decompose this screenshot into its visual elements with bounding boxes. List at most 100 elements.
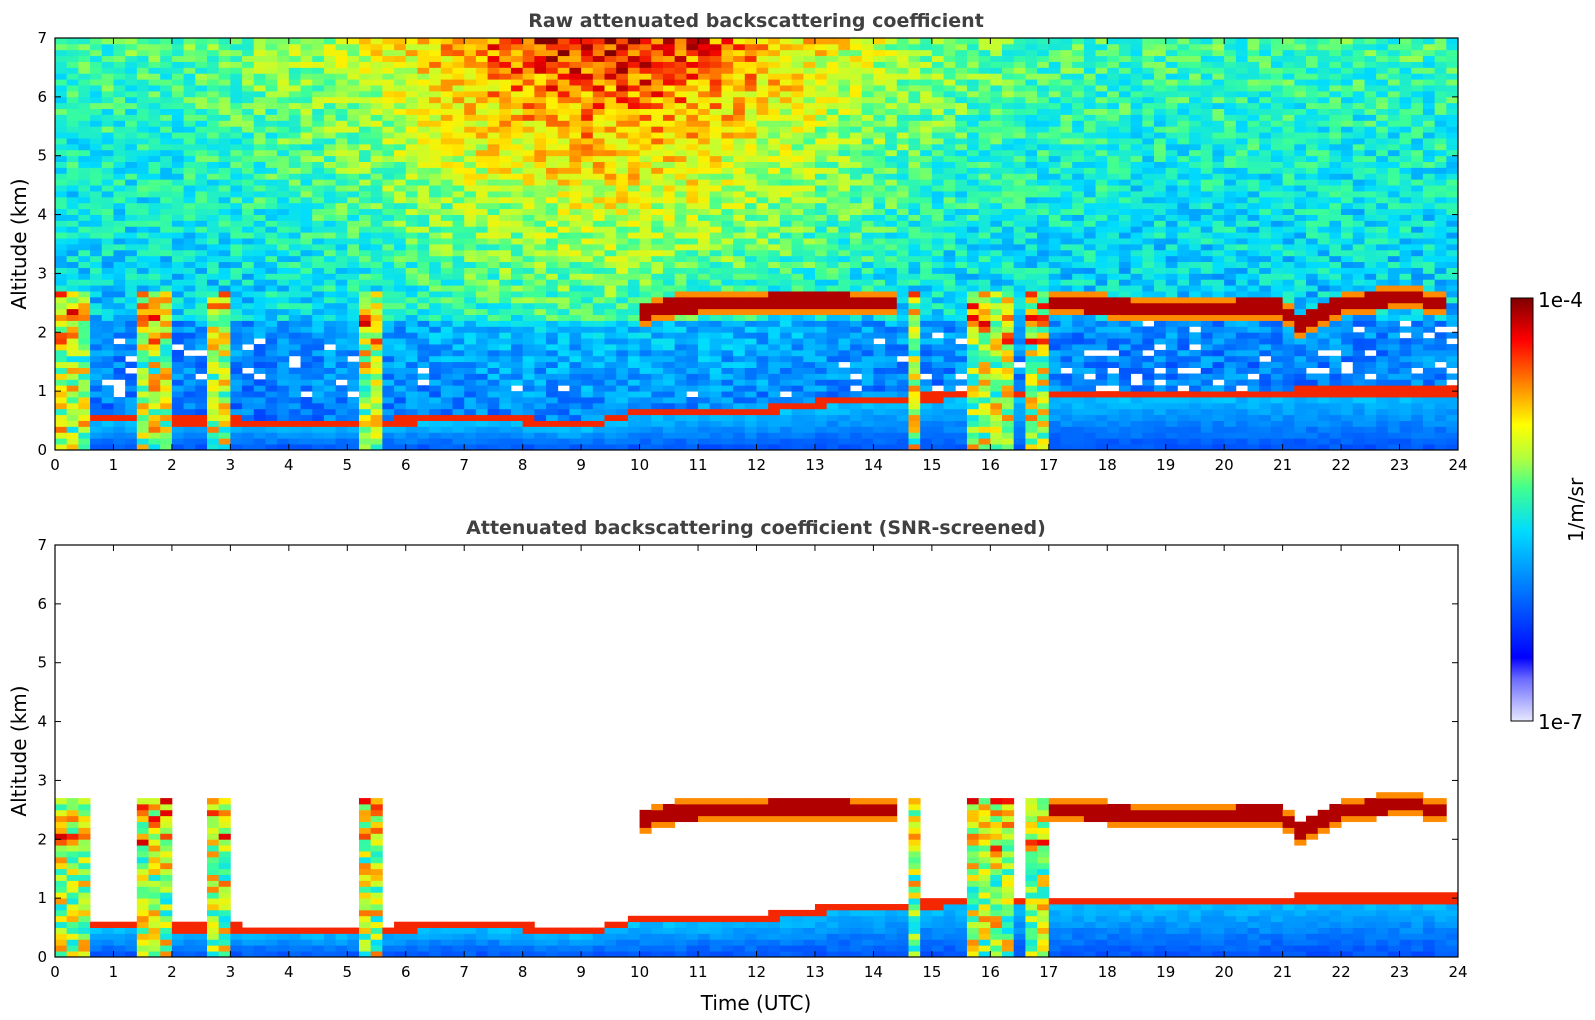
heatmap-cell <box>639 43 652 51</box>
heatmap-cell <box>218 38 231 45</box>
heatmap-cell <box>698 444 711 450</box>
heatmap-cell <box>382 391 395 398</box>
heatmap-cell <box>616 132 629 139</box>
heatmap-cell <box>218 285 231 292</box>
heatmap-cell <box>698 61 711 68</box>
heatmap-cell <box>873 108 886 115</box>
heatmap-cell <box>721 355 734 363</box>
heatmap-cell <box>499 155 512 162</box>
heatmap-cell <box>873 149 886 157</box>
heatmap-cell <box>686 208 699 215</box>
heatmap-cell <box>253 426 266 433</box>
heatmap-cell <box>323 208 336 215</box>
heatmap-cell <box>475 85 488 92</box>
heatmap-cell <box>674 279 687 286</box>
heatmap-cell <box>206 155 220 162</box>
heatmap-cell <box>464 79 477 86</box>
heatmap-cell <box>814 308 828 316</box>
heatmap-cell <box>510 73 524 80</box>
heatmap-cell <box>452 420 465 427</box>
heatmap-cell <box>627 432 640 439</box>
heatmap-cell <box>698 255 711 263</box>
heatmap-cell <box>522 161 535 168</box>
heatmap-cell <box>429 244 442 251</box>
heatmap-cell <box>312 185 325 192</box>
heatmap-cell <box>475 108 488 115</box>
heatmap-cell <box>195 55 208 62</box>
heatmap-cell <box>183 238 196 245</box>
heatmap-cell <box>709 149 722 157</box>
heatmap-cell <box>522 338 535 345</box>
heatmap-cell <box>66 261 79 268</box>
heatmap-cell <box>487 167 500 174</box>
heatmap-cell <box>546 96 559 104</box>
heatmap-cell <box>861 302 874 310</box>
heatmap-cell <box>464 308 477 316</box>
heatmap-cell <box>499 261 512 268</box>
heatmap-cell <box>405 267 418 274</box>
heatmap-cell <box>475 214 488 221</box>
heatmap-cell <box>300 79 313 86</box>
heatmap-cell <box>101 420 114 427</box>
heatmap-cell <box>440 102 453 110</box>
heatmap-cell <box>721 361 734 368</box>
heatmap-cell <box>510 179 524 186</box>
heatmap-cell <box>838 273 851 280</box>
heatmap-cell <box>370 155 383 162</box>
heatmap-cell <box>125 255 138 263</box>
heatmap-cell <box>90 173 103 180</box>
heatmap-cell <box>277 126 290 133</box>
heatmap-cell <box>873 214 886 221</box>
heatmap-cell <box>616 55 629 62</box>
heatmap-cell <box>814 385 828 392</box>
heatmap-cell <box>312 391 325 398</box>
heatmap-cell <box>709 332 722 339</box>
heatmap-cell <box>429 349 442 357</box>
heatmap-cell <box>347 432 360 439</box>
heatmap-cell <box>323 138 336 145</box>
heatmap-cell <box>604 114 617 121</box>
heatmap-cell <box>300 90 313 98</box>
heatmap-cell <box>686 255 699 263</box>
heatmap-cell <box>125 332 138 339</box>
heatmap-cell <box>756 291 769 298</box>
heatmap-cell <box>510 102 524 110</box>
heatmap-cell <box>300 420 313 427</box>
heatmap-cell <box>429 43 442 51</box>
heatmap-cell <box>125 308 138 316</box>
heatmap-cell <box>113 67 126 74</box>
heatmap-cell <box>604 155 617 162</box>
heatmap-cell <box>487 296 500 304</box>
heatmap-cell <box>335 291 348 298</box>
heatmap-cell <box>183 126 196 133</box>
heatmap-cell <box>405 361 418 368</box>
heatmap-cell <box>394 402 407 410</box>
heatmap-cell <box>627 90 640 98</box>
heatmap-cell <box>651 267 664 274</box>
heatmap-cell <box>277 332 290 339</box>
heatmap-cell <box>686 397 699 404</box>
heatmap-cell <box>370 38 383 45</box>
heatmap-cell <box>522 273 535 280</box>
heatmap-cell <box>651 349 664 357</box>
heatmap-cell <box>592 132 605 139</box>
heatmap-cell <box>452 367 465 374</box>
heatmap-cell <box>277 397 290 404</box>
heatmap-cell <box>475 191 488 198</box>
heatmap-cell <box>592 267 605 274</box>
heatmap-cell <box>557 143 570 151</box>
heatmap-cell <box>756 108 769 115</box>
heatmap-cell <box>475 96 488 104</box>
heatmap-cell <box>183 49 196 57</box>
heatmap-cell <box>136 273 149 280</box>
heatmap-cell <box>347 161 360 168</box>
heatmap-cell <box>370 238 383 245</box>
heatmap-cell <box>242 120 255 127</box>
heatmap-cell <box>323 402 336 410</box>
heatmap-cell <box>814 244 828 251</box>
heatmap-cell <box>171 308 185 316</box>
heatmap-cell <box>814 226 828 233</box>
heatmap-cell <box>814 96 828 104</box>
heatmap-cell <box>873 291 886 298</box>
heatmap-cell <box>218 226 231 233</box>
